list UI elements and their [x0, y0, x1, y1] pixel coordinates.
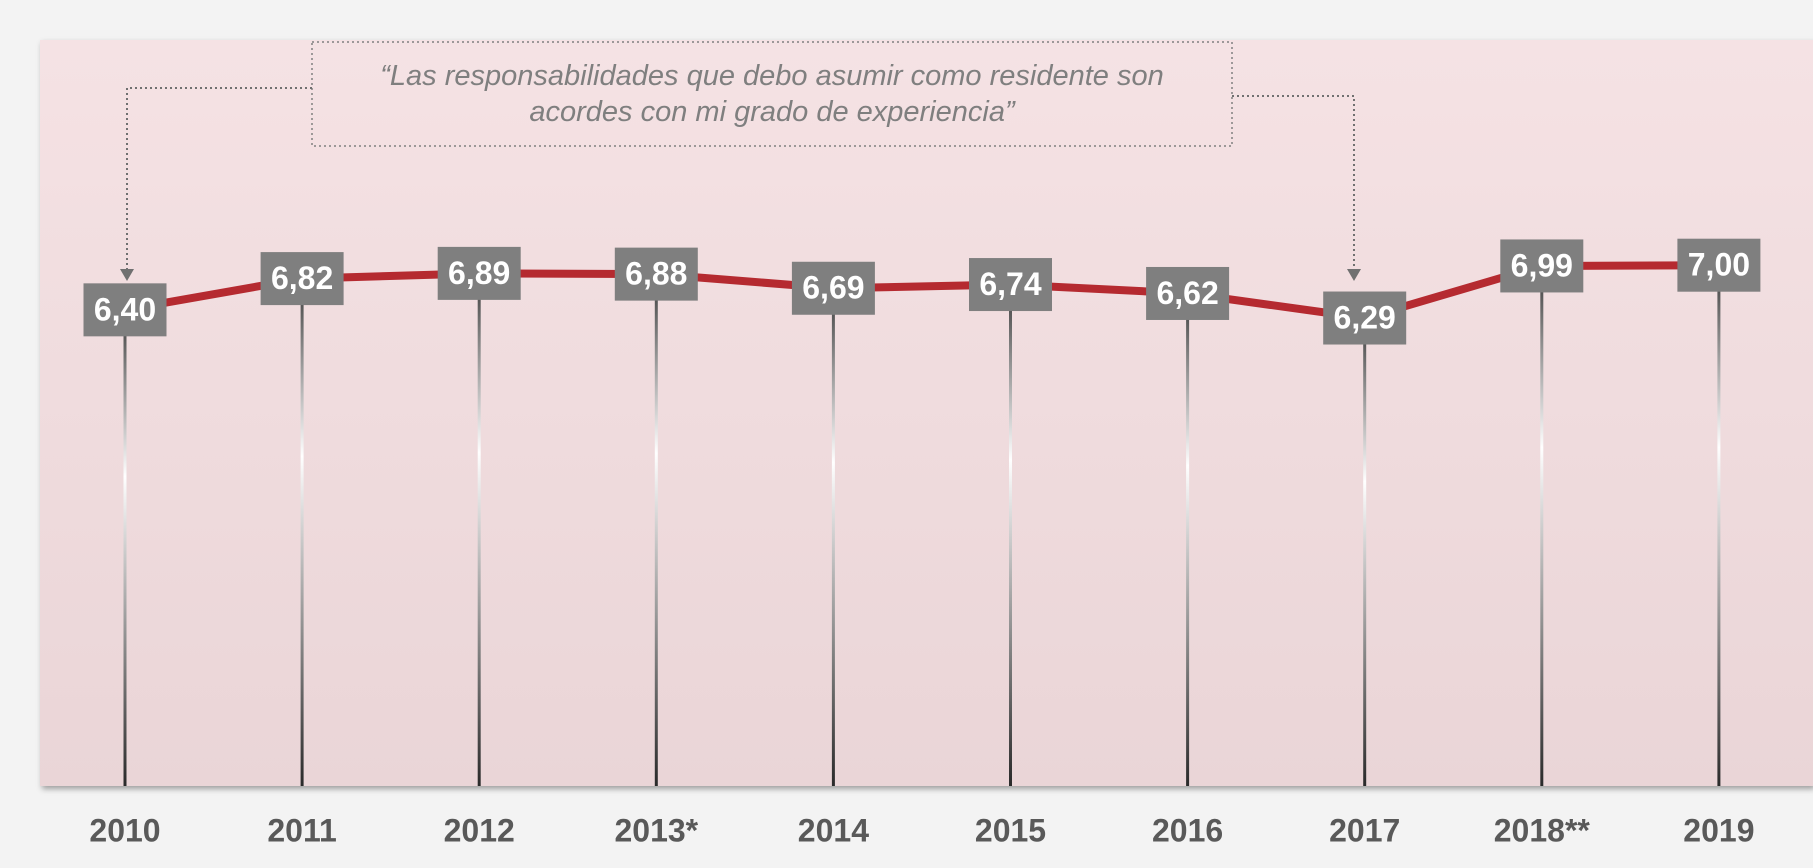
- data-label-box: [614, 247, 698, 301]
- data-label-box: [1323, 291, 1407, 345]
- annotation-arrow: [126, 87, 312, 272]
- drop-line: [1717, 265, 1721, 786]
- data-label-box: [437, 246, 521, 300]
- x-tick-label: 2019: [1683, 812, 1754, 848]
- drop-line: [123, 309, 127, 786]
- drop-line: [1540, 265, 1544, 787]
- data-label: 6,82: [271, 260, 333, 296]
- data-label-box: [260, 252, 344, 306]
- drop-line: [1363, 318, 1367, 786]
- data-label-box: [1677, 238, 1761, 292]
- x-tick-label: 2017: [1329, 812, 1400, 848]
- annotation-arrow: [1232, 95, 1355, 272]
- data-label: 6,62: [1156, 275, 1218, 311]
- data-label: 6,99: [1511, 247, 1573, 283]
- drop-line: [477, 273, 481, 786]
- x-tick-label: 2012: [444, 812, 515, 848]
- data-label: 6,89: [448, 255, 510, 291]
- x-tick-label: 2011: [267, 812, 336, 848]
- data-label: 6,69: [802, 270, 864, 306]
- arrow-head: [120, 269, 134, 281]
- data-label-box: [1500, 239, 1584, 293]
- line: [121, 261, 1723, 323]
- plot-panel: [40, 40, 1813, 786]
- drop-line: [1186, 293, 1190, 786]
- x-tick-label: 2010: [89, 812, 160, 848]
- annotation: “Las responsabilidades que debo asumir c…: [380, 60, 1164, 128]
- x-tick-label: 2013*: [614, 812, 698, 848]
- data-label-box: [791, 261, 875, 315]
- data-label: 6,29: [1334, 299, 1396, 335]
- drop-line: [654, 274, 658, 786]
- data-label: 7,00: [1688, 247, 1750, 283]
- data-label: 6,40: [94, 291, 156, 327]
- x-tick-label: 2015: [975, 812, 1046, 848]
- data-label: 6,88: [625, 256, 687, 292]
- drop-line: [1009, 284, 1012, 786]
- arrow-head: [1347, 269, 1361, 281]
- x-tick-label: 2016: [1152, 812, 1223, 848]
- data-label-box: [1146, 266, 1230, 320]
- drop-line: [300, 278, 304, 786]
- drop-line: [831, 288, 835, 786]
- data-label-box: [83, 283, 167, 337]
- x-tick-label: 2018**: [1494, 812, 1591, 848]
- data-label-box: [969, 258, 1052, 312]
- annotation-box: [311, 41, 1233, 147]
- x-tick-label: 2014: [798, 812, 869, 848]
- data-label: 6,74: [979, 266, 1041, 302]
